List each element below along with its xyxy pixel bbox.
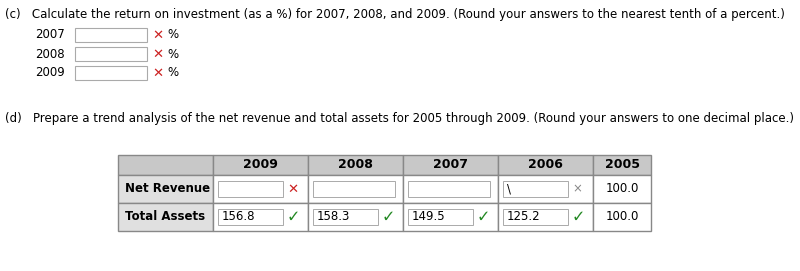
Bar <box>118 175 213 203</box>
Text: 2008: 2008 <box>35 47 65 60</box>
Text: ✕: ✕ <box>287 182 298 195</box>
Bar <box>498 203 593 231</box>
Text: 125.2: 125.2 <box>507 211 541 224</box>
Text: Net Revenue: Net Revenue <box>125 182 210 195</box>
Bar <box>593 155 651 175</box>
Bar <box>498 175 593 203</box>
Text: Total Assets: Total Assets <box>125 211 205 224</box>
Text: ✓: ✓ <box>477 209 490 224</box>
Bar <box>75 66 147 80</box>
Text: 149.5: 149.5 <box>412 211 446 224</box>
Text: ✓: ✓ <box>287 209 300 224</box>
Text: 158.3: 158.3 <box>317 211 350 224</box>
Bar <box>308 155 403 175</box>
Bar <box>593 203 651 231</box>
Bar <box>408 181 490 197</box>
Text: 156.8: 156.8 <box>222 211 255 224</box>
Bar <box>593 175 651 203</box>
Text: 100.0: 100.0 <box>606 182 638 195</box>
Text: 2005: 2005 <box>605 159 639 172</box>
Bar <box>503 209 568 225</box>
Text: (c)   Calculate the return on investment (as a %) for 2007, 2008, and 2009. (Rou: (c) Calculate the return on investment (… <box>5 8 785 21</box>
Bar <box>308 175 403 203</box>
Bar <box>75 47 147 61</box>
Bar <box>503 181 568 197</box>
Bar <box>403 175 498 203</box>
Text: \: \ <box>507 182 511 195</box>
Bar <box>313 209 378 225</box>
Bar <box>218 209 283 225</box>
Bar <box>403 155 498 175</box>
Text: 2008: 2008 <box>338 159 373 172</box>
Text: 100.0: 100.0 <box>606 211 638 224</box>
Text: %: % <box>167 47 178 60</box>
Bar <box>498 155 593 175</box>
Text: 2007: 2007 <box>433 159 468 172</box>
Bar <box>118 203 213 231</box>
Text: %: % <box>167 28 178 41</box>
Bar <box>75 28 147 42</box>
Bar <box>213 155 308 175</box>
Text: 2009: 2009 <box>35 66 65 79</box>
Text: ✕: ✕ <box>152 47 163 60</box>
Text: (d)   Prepare a trend analysis of the net revenue and total assets for 2005 thro: (d) Prepare a trend analysis of the net … <box>5 112 794 125</box>
Bar <box>308 203 403 231</box>
Bar <box>408 209 473 225</box>
Text: ✕: ✕ <box>152 28 163 41</box>
Text: 2007: 2007 <box>35 28 65 41</box>
Text: ×: × <box>572 182 582 195</box>
Text: ✓: ✓ <box>382 209 395 224</box>
Bar <box>403 203 498 231</box>
Bar <box>213 203 308 231</box>
Text: 2006: 2006 <box>528 159 563 172</box>
Text: ✕: ✕ <box>152 66 163 79</box>
Text: 2009: 2009 <box>243 159 278 172</box>
Bar <box>313 181 395 197</box>
Bar <box>118 155 213 175</box>
Bar <box>218 181 283 197</box>
Text: ✓: ✓ <box>572 209 586 224</box>
Text: %: % <box>167 66 178 79</box>
Bar <box>213 175 308 203</box>
